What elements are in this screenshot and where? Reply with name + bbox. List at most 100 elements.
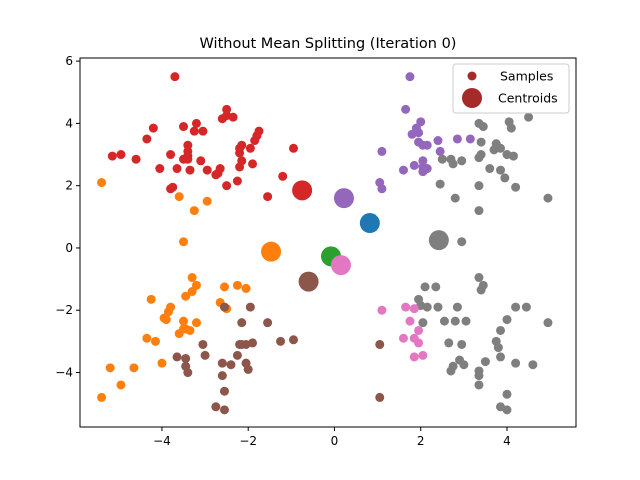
sample-points xyxy=(97,72,553,415)
sample-point xyxy=(476,150,486,160)
sample-point xyxy=(375,339,385,349)
sample-point xyxy=(448,159,458,169)
sample-point xyxy=(377,184,387,194)
sample-point xyxy=(377,146,387,156)
sample-point xyxy=(478,122,488,132)
sample-point xyxy=(116,150,126,160)
centroid-point xyxy=(333,188,354,209)
sample-point xyxy=(474,380,484,390)
sample-point xyxy=(237,318,247,328)
sample-point xyxy=(524,112,534,122)
sample-point xyxy=(474,371,484,381)
sample-point xyxy=(217,358,227,368)
sample-point xyxy=(405,316,415,326)
y-tick-label: −2 xyxy=(55,303,73,317)
sample-point xyxy=(129,363,139,373)
sample-point xyxy=(418,156,428,166)
y-tick-label: 4 xyxy=(65,116,73,130)
sample-point xyxy=(179,237,189,247)
sample-point xyxy=(278,171,288,181)
sample-point xyxy=(232,280,242,290)
sample-point xyxy=(181,353,191,363)
centroid-point xyxy=(330,255,351,276)
sample-point xyxy=(196,156,206,166)
sample-point xyxy=(185,325,195,335)
sample-point xyxy=(431,282,441,292)
sample-point xyxy=(422,140,432,150)
sample-point xyxy=(409,352,419,362)
sample-point xyxy=(461,316,471,326)
legend: Samples Centroids xyxy=(452,63,570,114)
y-tick-label: 6 xyxy=(65,54,73,68)
sample-point xyxy=(420,282,430,292)
sample-point xyxy=(172,352,182,362)
sample-point xyxy=(191,318,201,328)
sample-point xyxy=(511,182,521,192)
sample-point xyxy=(450,316,460,326)
sample-point xyxy=(150,336,160,346)
sample-point xyxy=(245,302,255,312)
sample-point xyxy=(179,122,189,132)
sample-point xyxy=(217,371,227,381)
sample-point xyxy=(155,164,165,174)
centroid-points xyxy=(261,180,449,292)
sample-point xyxy=(97,178,107,188)
sample-point xyxy=(170,72,180,82)
sample-point xyxy=(232,176,242,186)
sample-point xyxy=(148,123,158,133)
sample-point xyxy=(407,129,417,139)
sample-point xyxy=(480,357,490,367)
sample-point xyxy=(243,364,253,374)
sample-point xyxy=(187,273,197,283)
sample-point xyxy=(433,302,443,312)
x-tick-label: 2 xyxy=(417,434,425,448)
sample-point xyxy=(211,170,221,180)
sample-point xyxy=(146,294,156,304)
sample-point xyxy=(142,134,152,144)
sample-point xyxy=(409,304,419,314)
sample-point xyxy=(226,360,236,370)
sample-point xyxy=(377,305,387,315)
sample-point xyxy=(414,338,424,348)
sample-point xyxy=(457,237,467,247)
sample-point xyxy=(105,363,115,373)
legend-samples-label: Samples xyxy=(500,69,553,84)
sample-point xyxy=(288,335,298,345)
sample-point xyxy=(185,165,195,175)
sample-point xyxy=(250,136,260,146)
sample-point xyxy=(232,350,242,360)
legend-centroids-label: Centroids xyxy=(498,91,558,106)
sample-point xyxy=(521,302,531,312)
sample-point xyxy=(235,148,245,158)
sample-point xyxy=(418,318,428,328)
centroid-point xyxy=(292,180,313,201)
sample-point xyxy=(276,336,286,346)
legend-box xyxy=(452,63,570,114)
sample-point xyxy=(211,402,221,412)
sample-point xyxy=(131,154,141,164)
sample-point xyxy=(543,318,553,328)
sample-point xyxy=(476,285,486,295)
sample-point xyxy=(452,302,462,312)
sample-point xyxy=(474,273,484,283)
sample-point xyxy=(496,165,506,175)
sample-point xyxy=(543,193,553,203)
sample-point xyxy=(116,380,126,390)
sample-point xyxy=(161,315,171,325)
sample-point xyxy=(502,315,512,325)
sample-point xyxy=(288,143,298,153)
y-tick-label: −4 xyxy=(55,366,73,380)
sample-point xyxy=(502,389,512,399)
sample-point xyxy=(511,302,521,312)
sample-point xyxy=(465,134,475,144)
sample-point xyxy=(181,291,191,301)
sample-point xyxy=(189,206,199,216)
sample-point xyxy=(439,316,449,326)
sample-point xyxy=(198,126,208,136)
sample-point xyxy=(452,134,462,144)
sample-point xyxy=(506,123,516,133)
sample-point xyxy=(202,165,212,175)
sample-point xyxy=(222,104,232,114)
